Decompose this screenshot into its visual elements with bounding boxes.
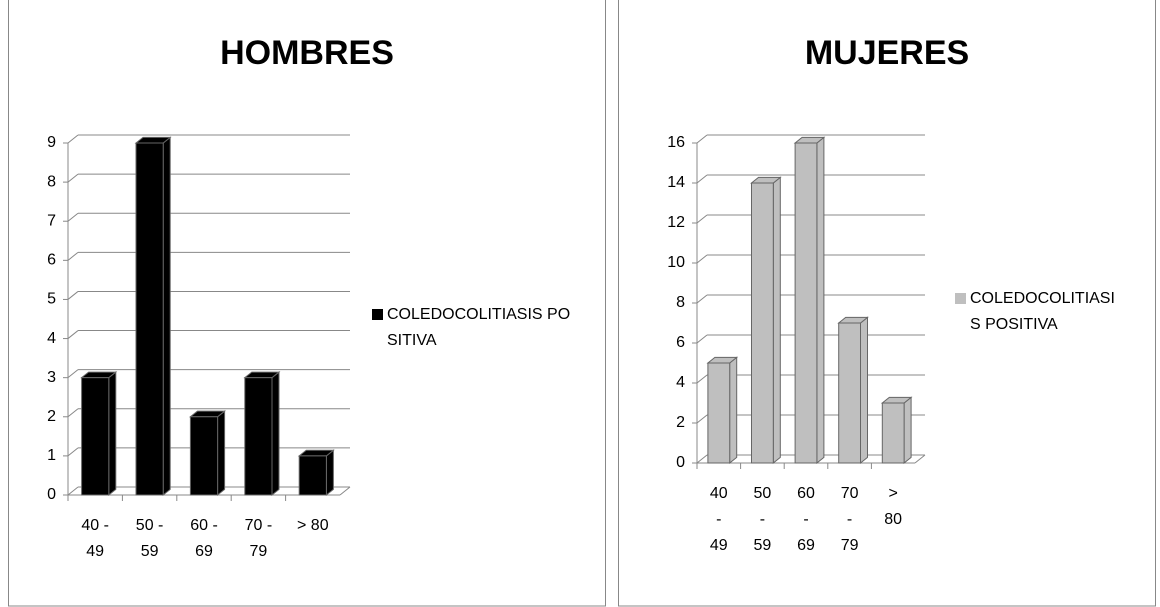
bar xyxy=(81,377,110,496)
grid-line xyxy=(696,134,708,144)
x-tick-label: > 80 xyxy=(297,517,329,534)
bar-side xyxy=(162,136,171,497)
grid-line xyxy=(67,447,79,457)
bar-side xyxy=(860,316,868,465)
bar xyxy=(794,142,818,464)
y-tick-label: 12 xyxy=(667,214,685,231)
grid-line xyxy=(696,454,708,464)
y-tick-label: 7 xyxy=(47,212,56,229)
grid-line xyxy=(696,294,708,304)
bar-side xyxy=(108,371,117,497)
bar xyxy=(244,377,273,496)
bar-side xyxy=(729,356,738,465)
grid-line xyxy=(696,214,708,224)
bar-side xyxy=(217,410,226,497)
grid-line xyxy=(67,212,79,222)
x-tick-label: 50 - 59 xyxy=(135,517,164,560)
x-tick-label: > 80 xyxy=(884,485,903,528)
bar xyxy=(298,455,327,496)
x-tick-label: 40 - 49 xyxy=(709,485,728,554)
bar xyxy=(838,322,862,464)
y-tick-label: 6 xyxy=(47,252,56,269)
grid-line xyxy=(67,134,79,144)
y-tick-label: 9 xyxy=(47,134,56,151)
y-tick-label: 3 xyxy=(47,369,56,386)
grid-line xyxy=(696,254,708,264)
chart-title: MUJERES xyxy=(805,34,969,72)
bar-side xyxy=(903,396,912,465)
y-tick-label: 0 xyxy=(676,454,685,471)
y-tick-label: 2 xyxy=(676,414,685,431)
grid-line xyxy=(67,486,79,496)
grid-line xyxy=(696,374,708,384)
legend-label: COLEDOCOLITIASIS POSITIVA xyxy=(970,290,1115,333)
y-tick-label: 14 xyxy=(667,174,685,191)
grid-line xyxy=(67,408,79,418)
y-tick-label: 8 xyxy=(47,173,56,190)
legend-marker xyxy=(955,293,966,304)
y-tick-label: 4 xyxy=(47,330,56,347)
x-tick-label: 70 - 79 xyxy=(840,485,859,554)
chart-frame xyxy=(618,0,1156,607)
y-tick-label: 10 xyxy=(667,254,685,271)
y-tick-label: 0 xyxy=(47,486,56,503)
grid-line xyxy=(696,174,708,184)
y-tick-label: 1 xyxy=(47,447,56,464)
x-tick-label: 50 - 59 xyxy=(753,485,772,554)
legend-marker xyxy=(372,309,383,320)
x-axis xyxy=(914,454,926,464)
x-tick-label: 60 - 69 xyxy=(190,517,218,560)
grid-line xyxy=(67,173,79,183)
bar xyxy=(751,182,774,464)
y-tick-label: 6 xyxy=(676,334,685,351)
x-axis xyxy=(339,486,351,496)
grid-line xyxy=(67,291,79,300)
legend-label: COLEDOCOLITIASIS POSITIVA xyxy=(387,306,571,349)
bar xyxy=(189,416,219,496)
bar-side xyxy=(271,371,280,497)
y-tick-label: 5 xyxy=(47,291,56,308)
bar xyxy=(707,362,731,464)
grid-line xyxy=(67,330,79,339)
grid-line xyxy=(67,251,79,261)
bar xyxy=(135,142,164,496)
bar xyxy=(881,402,905,464)
grid-line xyxy=(696,334,708,344)
grid-line xyxy=(67,369,79,379)
y-tick-label: 2 xyxy=(47,408,56,425)
chart-frame xyxy=(8,0,606,607)
x-tick-label: 40 - 49 xyxy=(81,517,109,560)
x-tick-label: 70 - 79 xyxy=(244,517,273,560)
bar-side xyxy=(325,449,334,497)
y-tick-label: 8 xyxy=(676,294,685,311)
bar-side xyxy=(772,176,781,465)
grid-line xyxy=(696,414,708,424)
bar-side xyxy=(816,136,825,465)
x-tick-label: 60 - 69 xyxy=(797,485,815,554)
y-tick-label: 4 xyxy=(676,374,685,391)
chart-title: HOMBRES xyxy=(220,34,394,72)
y-tick-label: 16 xyxy=(667,134,685,151)
